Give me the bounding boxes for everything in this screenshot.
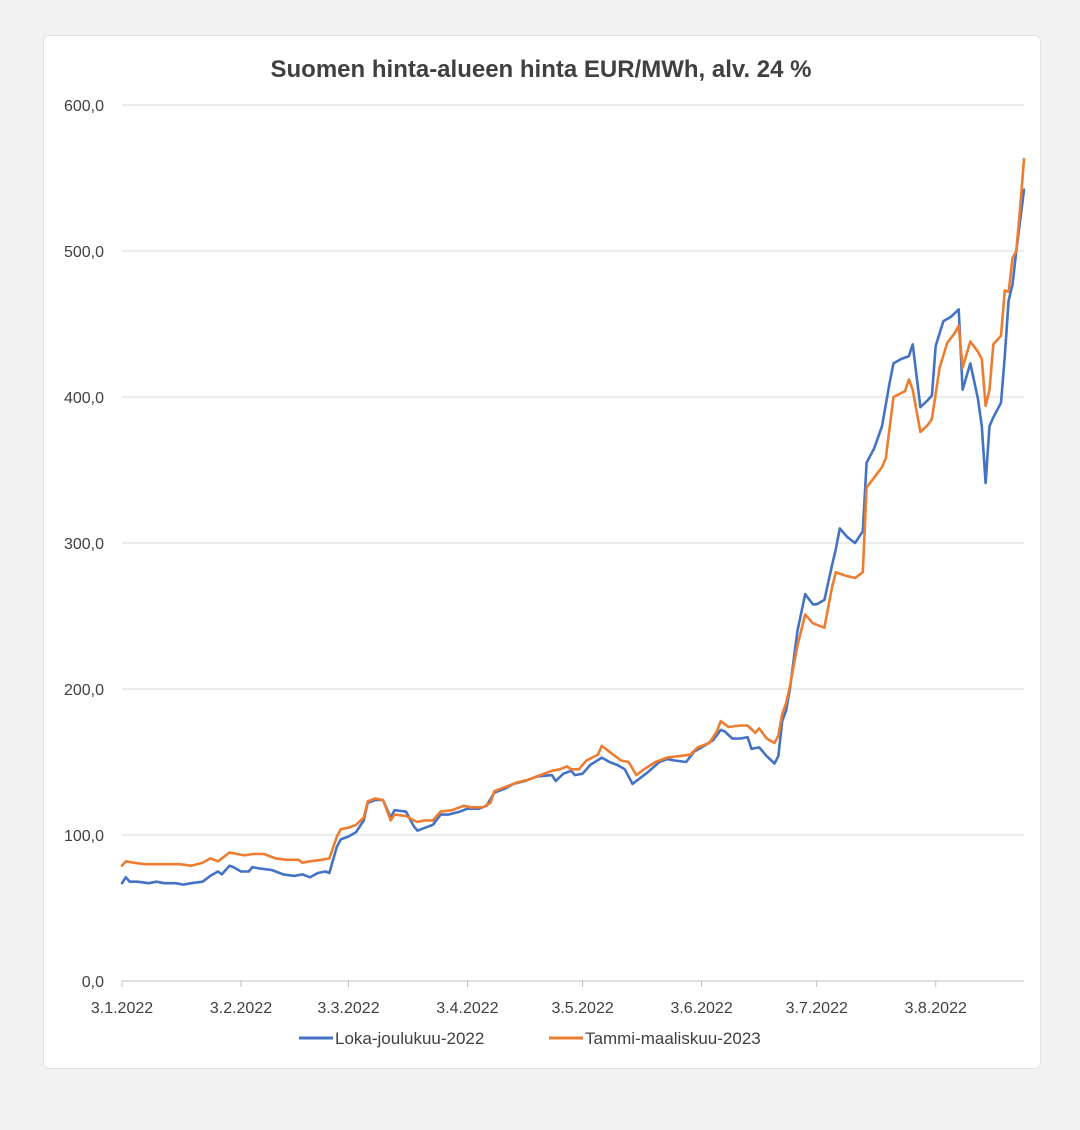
y-tick-label: 0,0 [82,974,104,991]
chart-card: Suomen hinta-alueen hinta EUR/MWh, alv. … [43,35,1041,1069]
y-tick-label: 600,0 [64,98,104,115]
series-line-2 [120,157,1026,867]
x-tick-label: 3.4.2022 [436,1000,498,1017]
y-tick-label: 500,0 [64,244,104,261]
legend: Loka-joulukuu-2022 Tammi-maaliskuu-2023 [299,1029,761,1048]
x-tick-label: 3.8.2022 [905,1000,967,1017]
y-tick-label: 300,0 [64,536,104,553]
legend-label-1: Loka-joulukuu-2022 [335,1029,484,1048]
x-tick-label: 3.6.2022 [670,1000,732,1017]
y-axis-ticks: 0,0 100,0 200,0 300,0 400,0 500,0 600,0 [64,98,104,991]
x-tick-label: 3.1.2022 [91,1000,153,1017]
series-line-1 [120,188,1026,886]
x-tick-label: 3.2.2022 [210,1000,272,1017]
series-lines [120,157,1026,886]
y-tick-label: 200,0 [64,682,104,699]
x-axis: 3.1.2022 3.2.2022 3.3.2022 3.4.2022 3.5.2022… [91,980,1024,1017]
x-tick-label: 3.3.2022 [317,1000,379,1017]
y-tick-label: 400,0 [64,390,104,407]
chart-title: Suomen hinta-alueen hinta EUR/MWh, alv. … [271,56,812,83]
line-chart: Suomen hinta-alueen hinta EUR/MWh, alv. … [64,56,1026,1048]
gridlines [122,104,1024,836]
x-tick-label: 3.7.2022 [786,1000,848,1017]
legend-label-2: Tammi-maaliskuu-2023 [585,1029,761,1048]
y-tick-label: 100,0 [64,828,104,845]
x-tick-label: 3.5.2022 [551,1000,613,1017]
